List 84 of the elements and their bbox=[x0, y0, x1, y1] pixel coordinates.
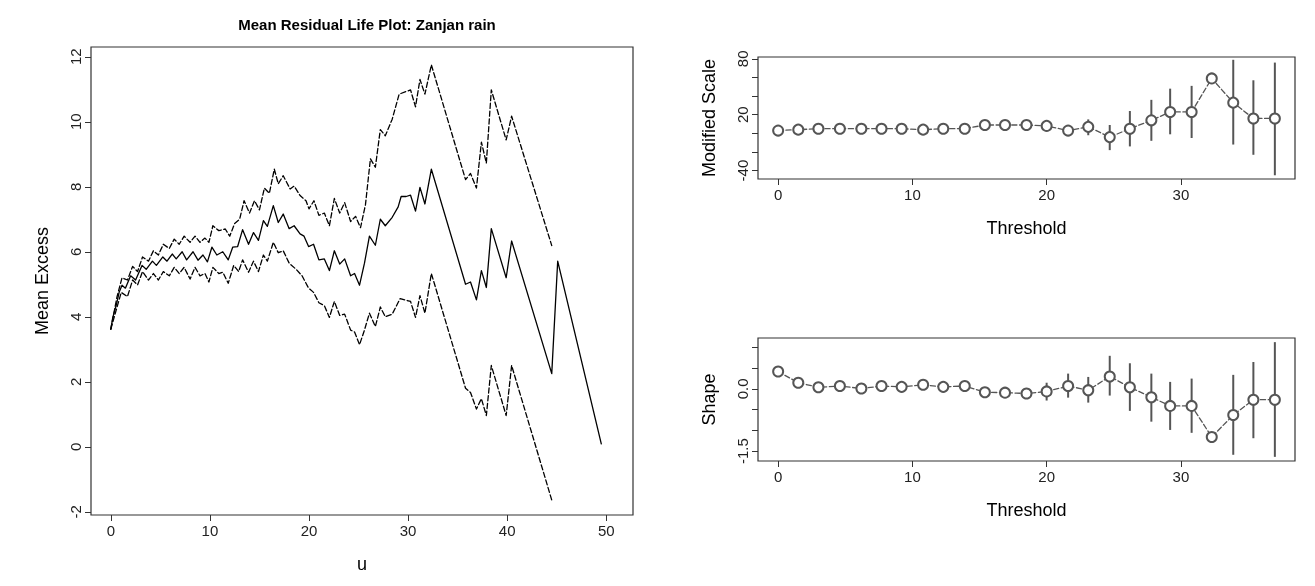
y-tick-label: 2 bbox=[67, 377, 84, 386]
point bbox=[1227, 409, 1240, 422]
point bbox=[1164, 399, 1177, 412]
y-tick-label: 8 bbox=[67, 182, 84, 191]
point bbox=[999, 386, 1012, 399]
y-tick-label: -2 bbox=[67, 505, 84, 519]
x-tick-label: 0 bbox=[773, 468, 783, 485]
point bbox=[875, 122, 888, 135]
point bbox=[1020, 387, 1033, 400]
point bbox=[958, 122, 971, 135]
x-tick-label: 0 bbox=[106, 522, 115, 539]
chart-title: Mean Residual Life Plot: Zanjan rain bbox=[238, 16, 496, 33]
y-tick-label: 6 bbox=[67, 247, 84, 256]
y-axis-title: Mean Excess bbox=[32, 226, 52, 336]
point bbox=[1145, 114, 1158, 127]
x-tick-label: 0 bbox=[773, 186, 783, 203]
y-tick-label: 0.0 bbox=[734, 378, 751, 400]
x-axis-title: Threshold bbox=[986, 500, 1067, 520]
x-tick-label: 20 bbox=[1038, 186, 1055, 203]
point bbox=[978, 386, 991, 399]
x-tick-label: 50 bbox=[597, 522, 615, 539]
point bbox=[1268, 393, 1281, 406]
y-tick-label: -1.5 bbox=[734, 438, 751, 464]
point bbox=[1185, 399, 1198, 412]
x-tick-label: 30 bbox=[1172, 186, 1190, 203]
point bbox=[1123, 122, 1136, 135]
point bbox=[1227, 96, 1240, 109]
point bbox=[1040, 385, 1053, 398]
point bbox=[1103, 131, 1116, 144]
point bbox=[833, 380, 846, 393]
point bbox=[1205, 430, 1218, 443]
x-tick-label: 30 bbox=[1172, 468, 1190, 485]
y-tick-label: 4 bbox=[67, 312, 84, 321]
x-tick-label: 10 bbox=[904, 186, 921, 203]
point bbox=[895, 380, 908, 393]
point bbox=[855, 122, 868, 135]
x-tick-label: 20 bbox=[300, 522, 318, 539]
x-tick-label: 10 bbox=[904, 468, 921, 485]
point bbox=[792, 376, 805, 389]
point bbox=[812, 122, 825, 135]
point bbox=[999, 118, 1012, 131]
point bbox=[895, 122, 908, 135]
point bbox=[958, 380, 971, 393]
point bbox=[792, 123, 805, 136]
point bbox=[1205, 72, 1218, 85]
x-axis-title: Threshold bbox=[986, 218, 1067, 238]
x-tick-label: 10 bbox=[201, 522, 219, 539]
x-tick-label: 30 bbox=[399, 522, 417, 539]
point bbox=[1247, 112, 1260, 125]
point bbox=[1123, 381, 1136, 394]
y-tick-label: 12 bbox=[67, 48, 84, 66]
point bbox=[1268, 112, 1281, 125]
x-tick-label: 20 bbox=[1038, 468, 1055, 485]
point bbox=[855, 382, 868, 395]
point bbox=[772, 124, 785, 137]
y-tick-label: 0 bbox=[67, 442, 84, 451]
y-axis-title: Modified Scale bbox=[699, 58, 719, 178]
point bbox=[1062, 380, 1075, 393]
y-tick-label: 80 bbox=[734, 50, 751, 68]
point bbox=[875, 380, 888, 393]
point bbox=[833, 122, 846, 135]
point bbox=[937, 122, 950, 135]
point bbox=[937, 380, 950, 393]
point bbox=[1040, 119, 1053, 132]
point bbox=[1082, 120, 1095, 133]
x-tick-label: 40 bbox=[498, 522, 516, 539]
y-tick-label: 10 bbox=[67, 113, 84, 131]
point bbox=[917, 123, 930, 136]
point bbox=[1164, 105, 1177, 118]
y-tick-label: -40 bbox=[734, 159, 751, 182]
point bbox=[978, 118, 991, 131]
point bbox=[772, 365, 785, 378]
point bbox=[1247, 393, 1260, 406]
x-axis-title: u bbox=[356, 554, 368, 574]
point bbox=[812, 381, 825, 394]
point bbox=[1103, 370, 1116, 383]
y-tick-label: 20 bbox=[734, 106, 751, 124]
point bbox=[1020, 118, 1033, 131]
point bbox=[1062, 124, 1075, 137]
point bbox=[1145, 391, 1158, 404]
point bbox=[917, 378, 930, 391]
y-axis-title: Shape bbox=[699, 373, 719, 426]
point bbox=[1082, 384, 1095, 397]
point bbox=[1185, 105, 1198, 118]
